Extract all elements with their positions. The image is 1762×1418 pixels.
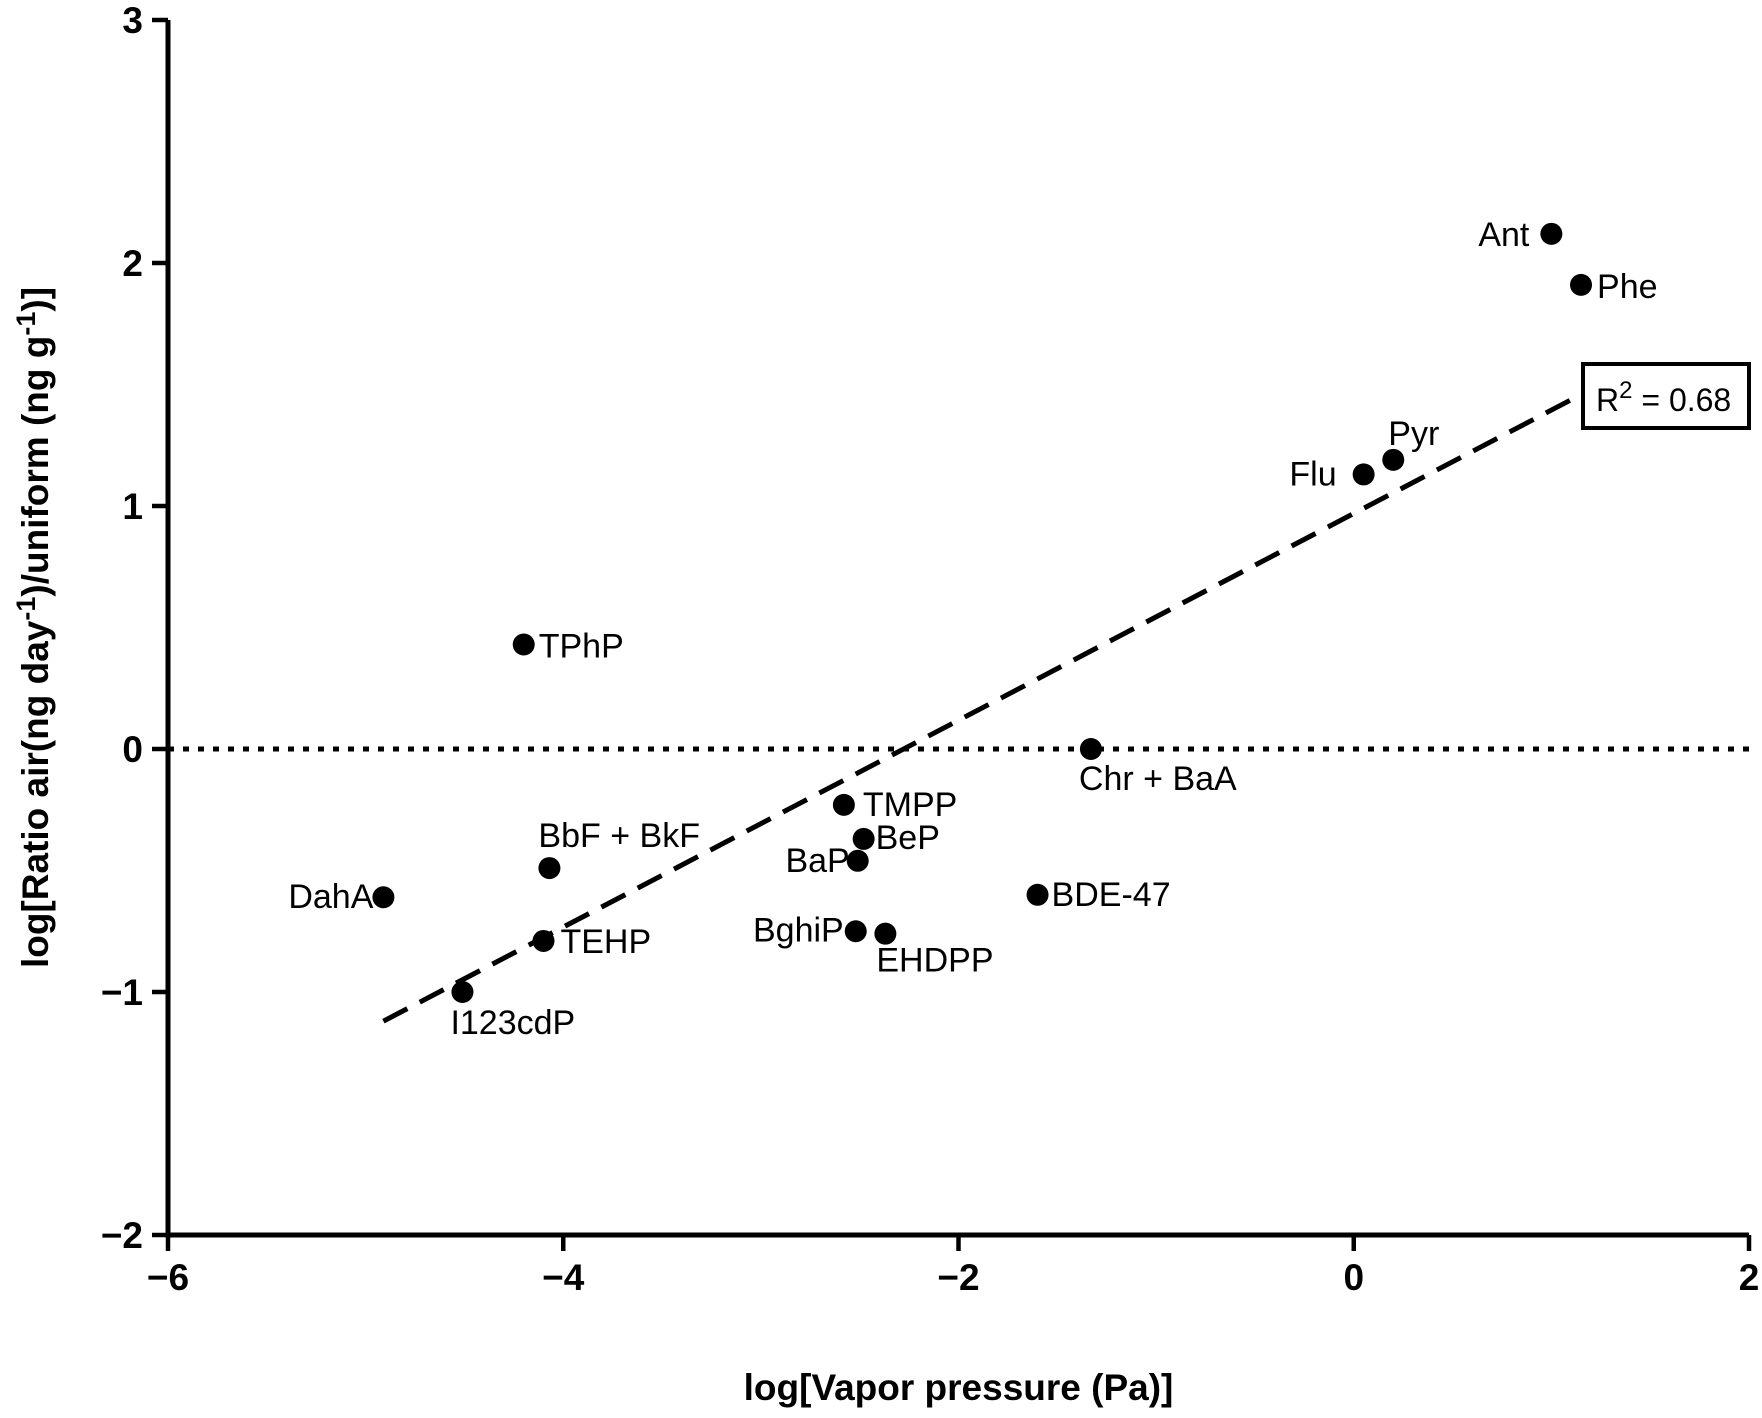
point-label-flu: Flu (1289, 455, 1336, 493)
x-tick-label: 2 (1739, 1257, 1760, 1298)
y-tick-label: −2 (101, 1215, 143, 1256)
point-label-bghip: BghiP (753, 911, 844, 949)
y-tick-label: 0 (122, 729, 143, 770)
y-tick-label: 1 (122, 486, 143, 527)
point-label-chr-baa: Chr + BaA (1079, 760, 1237, 798)
point-label-tehp: TEHP (560, 923, 651, 961)
regression-trendline (382, 394, 1579, 1024)
data-point-ehdpp (874, 922, 897, 945)
point-label-i123cdp: I123cdP (450, 1004, 575, 1042)
data-point-phe (1570, 273, 1593, 296)
point-label-tmpp: TMPP (863, 786, 957, 824)
y-axis-title: log[Ratio air(ng day-1)/uniform (ng g-1)… (11, 287, 56, 968)
point-label-pyr: Pyr (1388, 415, 1439, 453)
x-tick-label: −4 (542, 1257, 585, 1298)
x-tick-label: −2 (937, 1257, 979, 1298)
point-label-bap: BaP (785, 842, 849, 880)
point-label-bde-47: BDE-47 (1052, 876, 1171, 914)
point-label-phe: Phe (1597, 268, 1658, 306)
x-tick-label: 0 (1343, 1257, 1364, 1298)
point-label-ehdpp: EHDPP (876, 942, 993, 980)
point-label-daha: DahA (288, 878, 373, 916)
data-point-bde-47 (1026, 883, 1049, 906)
data-point-daha (372, 886, 395, 909)
data-point-pyr (1382, 448, 1405, 471)
point-label-ant: Ant (1478, 216, 1530, 254)
data-point-chr-baa (1079, 738, 1102, 760)
y-tick-label: −1 (101, 972, 143, 1013)
point-label-bbf-bkf: BbF + BkF (538, 817, 700, 855)
data-point-bbf-bkf (538, 857, 561, 880)
r-squared-label: R2 = 0.68 (1596, 377, 1731, 418)
data-point-bap (846, 849, 869, 872)
x-axis-title: log[Vapor pressure (Pa)] (744, 1367, 1174, 1408)
data-point-tmpp (832, 793, 855, 816)
data-point-i123cdp (451, 981, 474, 1003)
y-tick-label: 3 (122, 0, 143, 41)
x-tick-label: −6 (147, 1257, 189, 1298)
r-squared-box (1581, 362, 1751, 430)
point-label-tphp: TPhP (539, 628, 624, 666)
data-point-ant (1540, 222, 1563, 245)
data-point-flu (1352, 463, 1375, 486)
data-point-tehp (532, 929, 555, 952)
data-point-tphp (512, 633, 535, 656)
point-label-bep: BeP (876, 819, 940, 857)
data-point-bghip (844, 920, 867, 943)
y-tick-label: 2 (122, 243, 143, 284)
data-point-bep (852, 827, 875, 850)
